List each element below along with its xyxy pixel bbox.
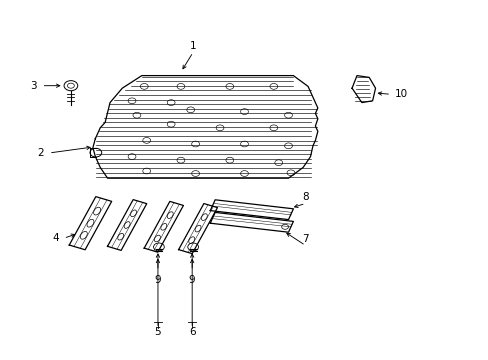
Polygon shape [178,203,217,254]
Polygon shape [351,76,375,103]
Polygon shape [144,201,183,252]
Text: 9: 9 [154,275,161,285]
Polygon shape [93,76,317,178]
Text: 7: 7 [302,234,308,244]
Text: 10: 10 [394,89,407,99]
Text: 9: 9 [188,275,195,285]
Text: 1: 1 [189,41,196,51]
Text: 3: 3 [30,81,37,91]
Polygon shape [210,212,293,232]
Text: 2: 2 [37,148,44,158]
Polygon shape [69,197,111,250]
Polygon shape [107,199,146,251]
Polygon shape [210,200,293,220]
Text: 4: 4 [52,233,59,243]
Text: 5: 5 [154,327,161,337]
Text: 6: 6 [188,327,195,337]
Text: 8: 8 [302,192,308,202]
